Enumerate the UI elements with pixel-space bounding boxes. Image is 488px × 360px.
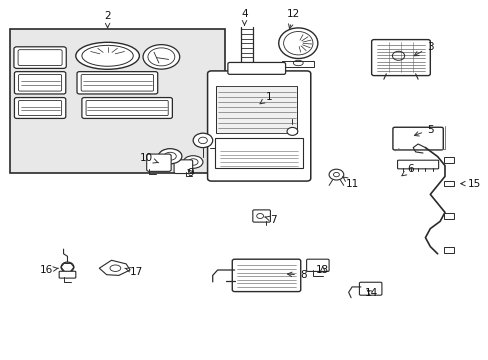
Text: 14: 14 [364,288,378,298]
Text: 10: 10 [140,153,158,163]
Bar [282,61,314,67]
Text: 7: 7 [264,215,277,225]
Text: 17: 17 [124,267,143,277]
FancyBboxPatch shape [392,127,442,150]
Text: 16: 16 [40,265,59,275]
Text: 1: 1 [260,92,272,104]
Ellipse shape [286,127,297,135]
Text: 8: 8 [287,270,306,280]
FancyBboxPatch shape [359,282,381,295]
Bar [443,181,453,186]
Ellipse shape [61,262,74,272]
FancyBboxPatch shape [77,72,157,94]
Text: 11: 11 [342,177,358,189]
FancyBboxPatch shape [306,259,328,271]
Bar [216,86,297,133]
Text: 6: 6 [401,164,413,176]
Ellipse shape [193,133,212,148]
Text: 2: 2 [104,11,111,28]
Bar [443,247,453,253]
FancyBboxPatch shape [371,40,429,76]
FancyBboxPatch shape [14,47,66,68]
Text: 5: 5 [413,125,433,136]
FancyBboxPatch shape [252,210,270,222]
Text: 4: 4 [241,9,247,25]
FancyBboxPatch shape [15,72,65,94]
Ellipse shape [278,28,317,58]
FancyBboxPatch shape [174,160,192,174]
Text: 13: 13 [315,265,329,275]
Bar [443,213,453,219]
Text: 15: 15 [460,179,480,189]
Ellipse shape [158,149,182,164]
Bar [10,29,224,173]
FancyBboxPatch shape [59,271,76,278]
Ellipse shape [328,169,343,180]
Bar [443,157,453,163]
Bar [215,138,303,168]
Ellipse shape [142,45,180,69]
FancyBboxPatch shape [227,62,285,74]
FancyBboxPatch shape [146,154,171,171]
FancyBboxPatch shape [82,98,172,118]
Polygon shape [99,260,130,275]
Ellipse shape [76,42,139,69]
FancyBboxPatch shape [397,160,438,169]
FancyBboxPatch shape [207,71,310,181]
Ellipse shape [183,156,203,168]
Text: 3: 3 [413,42,433,56]
FancyBboxPatch shape [15,98,65,118]
FancyBboxPatch shape [232,259,300,292]
Text: 9: 9 [187,168,194,178]
Text: 12: 12 [286,9,300,29]
